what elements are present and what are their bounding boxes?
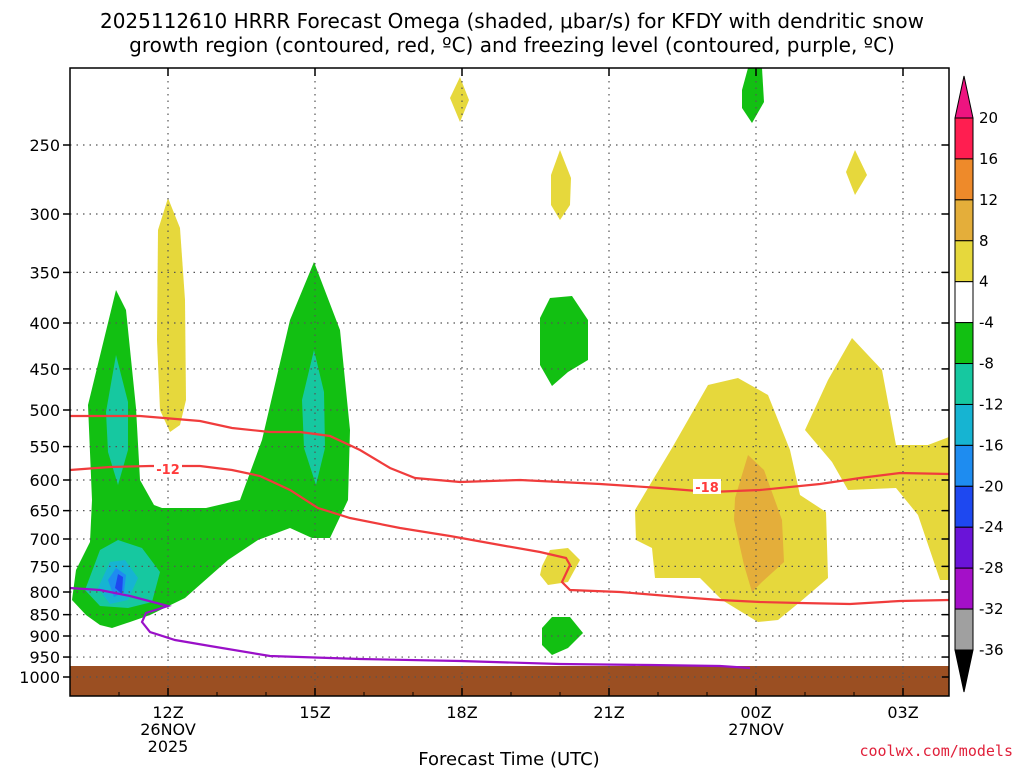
- colorbar-label: 4: [979, 273, 989, 291]
- y-tick-label: 450: [29, 360, 60, 379]
- chart-title-line1: 2025112610 HRRR Forecast Omega (shaded, …: [100, 9, 924, 33]
- colorbar-label: -12: [979, 395, 1004, 413]
- omega-orange-region: [734, 455, 784, 592]
- dgz-contour-lower: [69, 464, 950, 606]
- y-tick-label: 550: [29, 438, 60, 457]
- colorbar-top-arrow: [954, 75, 974, 119]
- grid-lines: [70, 68, 949, 696]
- omega-positive-region: [540, 548, 580, 585]
- colorbar-label: -4: [979, 314, 994, 332]
- colorbar-band: [954, 567, 974, 610]
- contour-label-bg: [693, 478, 721, 494]
- colorbar-band: [954, 485, 974, 528]
- colorbar-label: 12: [979, 191, 998, 209]
- y-tick-label: 650: [29, 502, 60, 521]
- y-tick-label: 500: [29, 401, 60, 420]
- colorbar-label: -36: [979, 641, 1004, 659]
- omega-teal-region: [106, 355, 128, 485]
- omega-shading: [72, 68, 949, 655]
- colorbar-bottom-arrow: [954, 649, 974, 693]
- contour-label: -12: [156, 463, 180, 478]
- colorbar-label: -16: [979, 436, 1004, 454]
- omega-positive-region: [450, 77, 469, 122]
- x-tick-label: 03Z: [887, 703, 918, 722]
- watermark: coolwx.com/models: [859, 742, 1013, 760]
- y-tick-label: 250: [29, 136, 60, 155]
- contour-label: -18: [695, 481, 719, 496]
- colorbar-label: 20: [979, 109, 998, 127]
- x-tick-label: 12Z: [152, 703, 183, 722]
- x-tick-label: 15Z: [299, 703, 330, 722]
- x-tick-label: 18Z: [446, 703, 477, 722]
- y-tick-label: 700: [29, 530, 60, 549]
- colorbar-band: [954, 281, 974, 324]
- year-label: 2025: [148, 737, 189, 756]
- y-tick-label: 350: [29, 263, 60, 282]
- y-tick-label: 300: [29, 205, 60, 224]
- colorbar-band: [954, 240, 974, 283]
- y-tick-label: 1000: [19, 668, 60, 687]
- omega-positive-region: [846, 150, 867, 195]
- date-label: 27NOV: [728, 720, 784, 739]
- colorbar-band: [954, 444, 974, 487]
- y-axis: 250 300 350 400 450 500 550 600 650 700 750 800 850 9…: [19, 136, 949, 687]
- omega-deepblue-region: [115, 574, 123, 594]
- colorbar-band: [954, 158, 974, 201]
- colorbar-band: [954, 363, 974, 405]
- colorbar-band: [954, 608, 974, 651]
- y-tick-label: 600: [29, 471, 60, 490]
- omega-negative-region: [540, 296, 588, 386]
- omega-negative-region: [742, 68, 764, 123]
- colorbar-label: -8: [979, 355, 994, 373]
- colorbar-band: [954, 117, 974, 160]
- date-label: 26NOV: [140, 720, 196, 739]
- colorbar-label: -20: [979, 477, 1004, 495]
- y-tick-label: 400: [29, 314, 60, 333]
- dgz-contour-upper: [70, 414, 950, 494]
- colorbar-label: -28: [979, 559, 1004, 577]
- omega-negative-region: [542, 617, 583, 655]
- contour-label-bg: [154, 460, 182, 476]
- colorbar: 20 16 12 8 4 -4 -8 -12 -16 -20 -24 -28 -32 -36: [954, 75, 1004, 693]
- x-tick-label: 00Z: [740, 703, 771, 722]
- y-tick-label: 950: [29, 648, 60, 667]
- omega-positive-region: [157, 198, 186, 432]
- y-tick-label: 850: [29, 606, 60, 625]
- plot-area: [70, 68, 949, 696]
- colorbar-label: -24: [979, 518, 1004, 536]
- colorbar-band: [954, 526, 974, 569]
- temperature-contours: -12 -18: [69, 414, 950, 670]
- colorbar-band: [954, 322, 974, 365]
- ground-terrain: [70, 666, 949, 696]
- y-tick-label: 900: [29, 627, 60, 646]
- colorbar-label: -32: [979, 600, 1004, 618]
- omega-negative-region: [72, 262, 350, 628]
- plot-border: [69, 67, 950, 697]
- omega-positive-region: [551, 150, 571, 220]
- x-axis-label: Forecast Time (UTC): [418, 749, 599, 768]
- colorbar-label: 16: [979, 150, 998, 168]
- omega-positive-region: [805, 338, 949, 580]
- x-tick-label: 21Z: [593, 703, 624, 722]
- colorbar-band: [954, 199, 974, 242]
- y-tick-label: 750: [29, 557, 60, 576]
- omega-teal-region: [302, 350, 325, 485]
- y-tick-label: 800: [29, 583, 60, 602]
- colorbar-label: 8: [979, 232, 989, 250]
- chart-title-line2: growth region (contoured, red, ºC) and f…: [129, 33, 895, 57]
- colorbar-band: [954, 403, 974, 446]
- freezing-level-contour: [69, 586, 751, 670]
